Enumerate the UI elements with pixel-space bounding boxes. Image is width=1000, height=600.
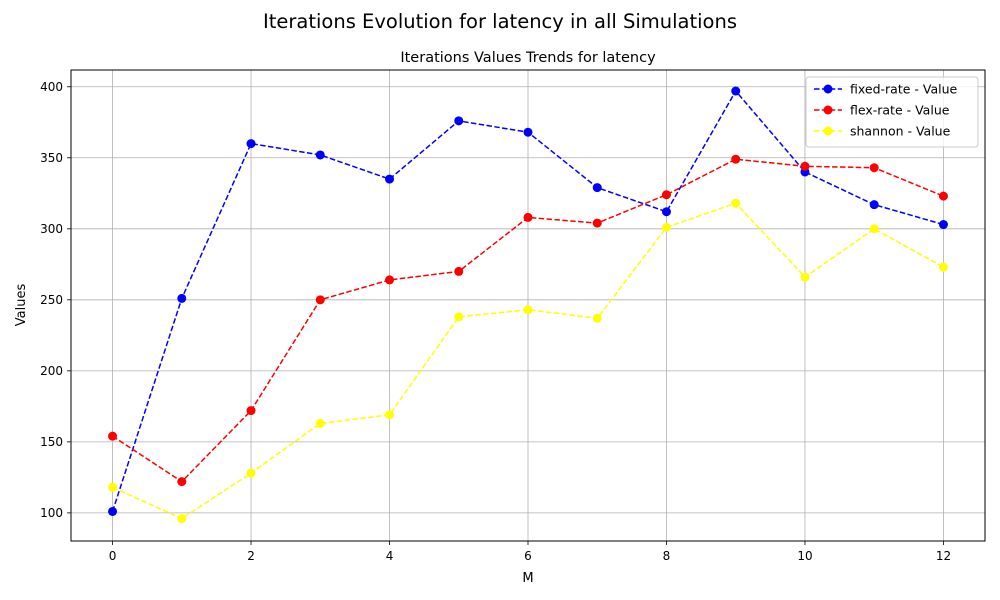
data-point bbox=[869, 200, 879, 210]
x-tick-label: 6 bbox=[524, 549, 532, 563]
data-point bbox=[800, 161, 810, 171]
data-point bbox=[385, 410, 395, 420]
data-point bbox=[108, 431, 118, 441]
data-point bbox=[592, 313, 602, 323]
legend-box bbox=[805, 76, 979, 148]
legend-marker bbox=[823, 105, 833, 115]
data-point bbox=[454, 312, 464, 322]
data-point bbox=[454, 116, 464, 126]
data-point bbox=[246, 406, 256, 416]
legend-label: flex-rate - Value bbox=[850, 103, 950, 118]
data-point bbox=[938, 262, 948, 272]
series-2 bbox=[108, 198, 948, 524]
data-point bbox=[661, 222, 671, 232]
y-tick-label: 300 bbox=[40, 222, 63, 236]
data-point bbox=[246, 139, 256, 149]
x-axis-ticks: 0 2 4 6 8 10 12 bbox=[109, 541, 951, 563]
y-tick-label: 400 bbox=[40, 80, 63, 94]
data-point bbox=[731, 86, 741, 96]
data-point bbox=[731, 154, 741, 164]
series-layer bbox=[108, 86, 948, 524]
x-tick-label: 2 bbox=[247, 549, 255, 563]
y-tick-label: 250 bbox=[40, 293, 63, 307]
y-tick-label: 150 bbox=[40, 435, 63, 449]
y-axis-ticks: 100 150 200 250 300 350 400 bbox=[40, 80, 71, 520]
data-point bbox=[523, 305, 533, 315]
x-tick-label: 12 bbox=[936, 549, 951, 563]
data-point bbox=[523, 212, 533, 222]
data-point bbox=[177, 514, 187, 524]
data-point bbox=[938, 220, 948, 230]
data-point bbox=[869, 163, 879, 173]
legend-marker bbox=[823, 126, 833, 136]
data-point bbox=[315, 295, 325, 305]
data-point bbox=[661, 207, 671, 217]
legend-label: shannon - Value bbox=[850, 124, 951, 139]
y-tick-label: 100 bbox=[40, 506, 63, 520]
data-point bbox=[315, 150, 325, 160]
data-point bbox=[177, 293, 187, 303]
series-1 bbox=[108, 154, 948, 487]
data-point bbox=[869, 224, 879, 234]
y-axis-label: Values bbox=[14, 284, 29, 327]
x-tick-label: 4 bbox=[386, 549, 394, 563]
legend-marker bbox=[823, 84, 833, 94]
x-tick-label: 8 bbox=[663, 549, 671, 563]
x-tick-label: 0 bbox=[109, 549, 117, 563]
x-tick-label: 10 bbox=[797, 549, 812, 563]
data-point bbox=[661, 190, 671, 200]
data-point bbox=[177, 477, 187, 487]
y-tick-label: 350 bbox=[40, 151, 63, 165]
data-point bbox=[315, 418, 325, 428]
data-point bbox=[108, 482, 118, 492]
legend: fixed-rate - Value flex-rate - Value shann… bbox=[805, 76, 979, 148]
data-point bbox=[731, 198, 741, 208]
data-point bbox=[592, 218, 602, 228]
figure-suptitle: Iterations Evolution for latency in all … bbox=[262, 10, 738, 33]
chart-title: Iterations Values Trends for latency bbox=[400, 50, 656, 66]
data-point bbox=[800, 272, 810, 282]
data-point bbox=[592, 183, 602, 193]
data-point bbox=[454, 266, 464, 276]
data-point bbox=[246, 468, 256, 478]
data-point bbox=[108, 506, 118, 516]
y-tick-label: 200 bbox=[40, 364, 63, 378]
x-axis-label: M bbox=[522, 571, 533, 586]
data-point bbox=[385, 174, 395, 184]
data-point bbox=[523, 127, 533, 137]
legend-label: fixed-rate - Value bbox=[850, 82, 958, 97]
data-point bbox=[938, 191, 948, 201]
data-point bbox=[385, 275, 395, 285]
series-0 bbox=[108, 86, 948, 516]
